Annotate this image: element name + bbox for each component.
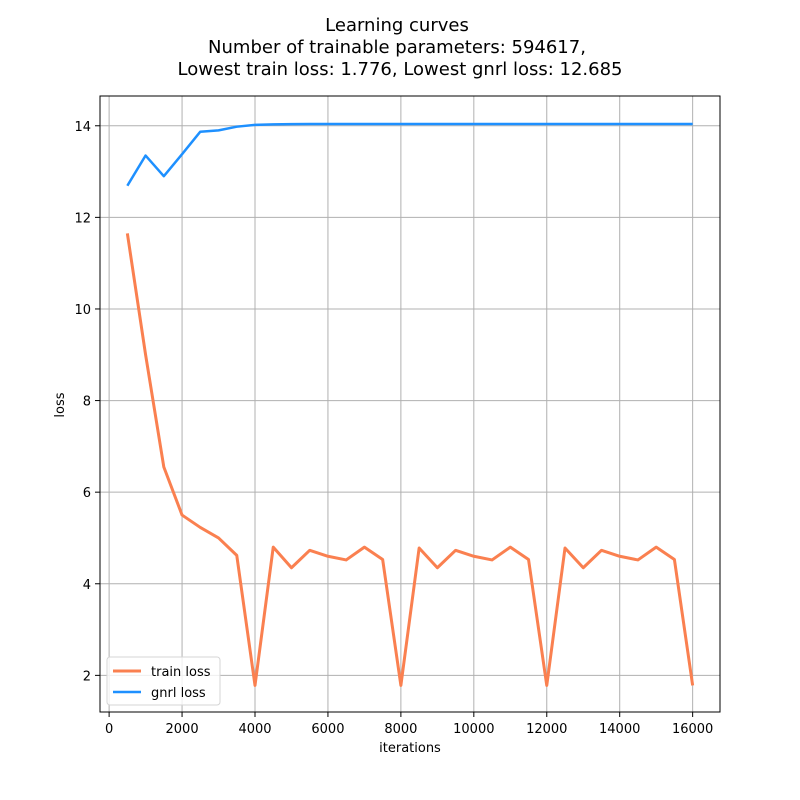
legend: train loss gnrl loss [106,656,221,706]
y-axis-label: loss [53,392,68,417]
train-loss-line [125,233,695,687]
title-line-1: Learning curves [325,15,469,36]
title-line-2: Number of trainable parameters: 594617, [208,37,586,58]
legend-label: gnrl loss [151,686,206,701]
gnrl-loss-line [126,122,693,187]
x-tick-label: 16000 [672,722,713,737]
x-tick-label: 12000 [526,722,567,737]
y-tick-label: 8 [83,395,91,410]
y-axis-ticks: 2 4 6 8 10 12 14 [74,120,100,684]
x-tick-label: 4000 [238,722,271,737]
plot-area-frame [99,95,721,713]
x-tick-label: 14000 [599,722,640,737]
x-tick-label: 8000 [384,722,417,737]
y-tick-label: 4 [83,578,91,593]
x-axis-ticks: 0 2000 4000 6000 8000 10000 12000 14000 16000 [105,712,713,737]
series-lines [125,122,695,687]
y-tick-label: 14 [74,120,91,135]
y-tick-label: 2 [83,669,91,684]
grid [100,96,720,712]
x-tick-label: 0 [105,722,113,737]
y-tick-label: 6 [83,486,91,501]
x-axis-label: iterations [379,741,441,756]
x-tick-label: 2000 [166,722,199,737]
y-tick-label: 10 [74,303,91,318]
x-tick-label: 10000 [453,722,494,737]
y-tick-label: 12 [74,211,91,226]
title-line-3: Lowest train loss: 1.776, Lowest gnrl lo… [178,59,623,80]
x-tick-label: 6000 [311,722,344,737]
chart-title: Learning curves Number of trainable para… [178,15,623,80]
legend-label: train loss [151,665,211,680]
